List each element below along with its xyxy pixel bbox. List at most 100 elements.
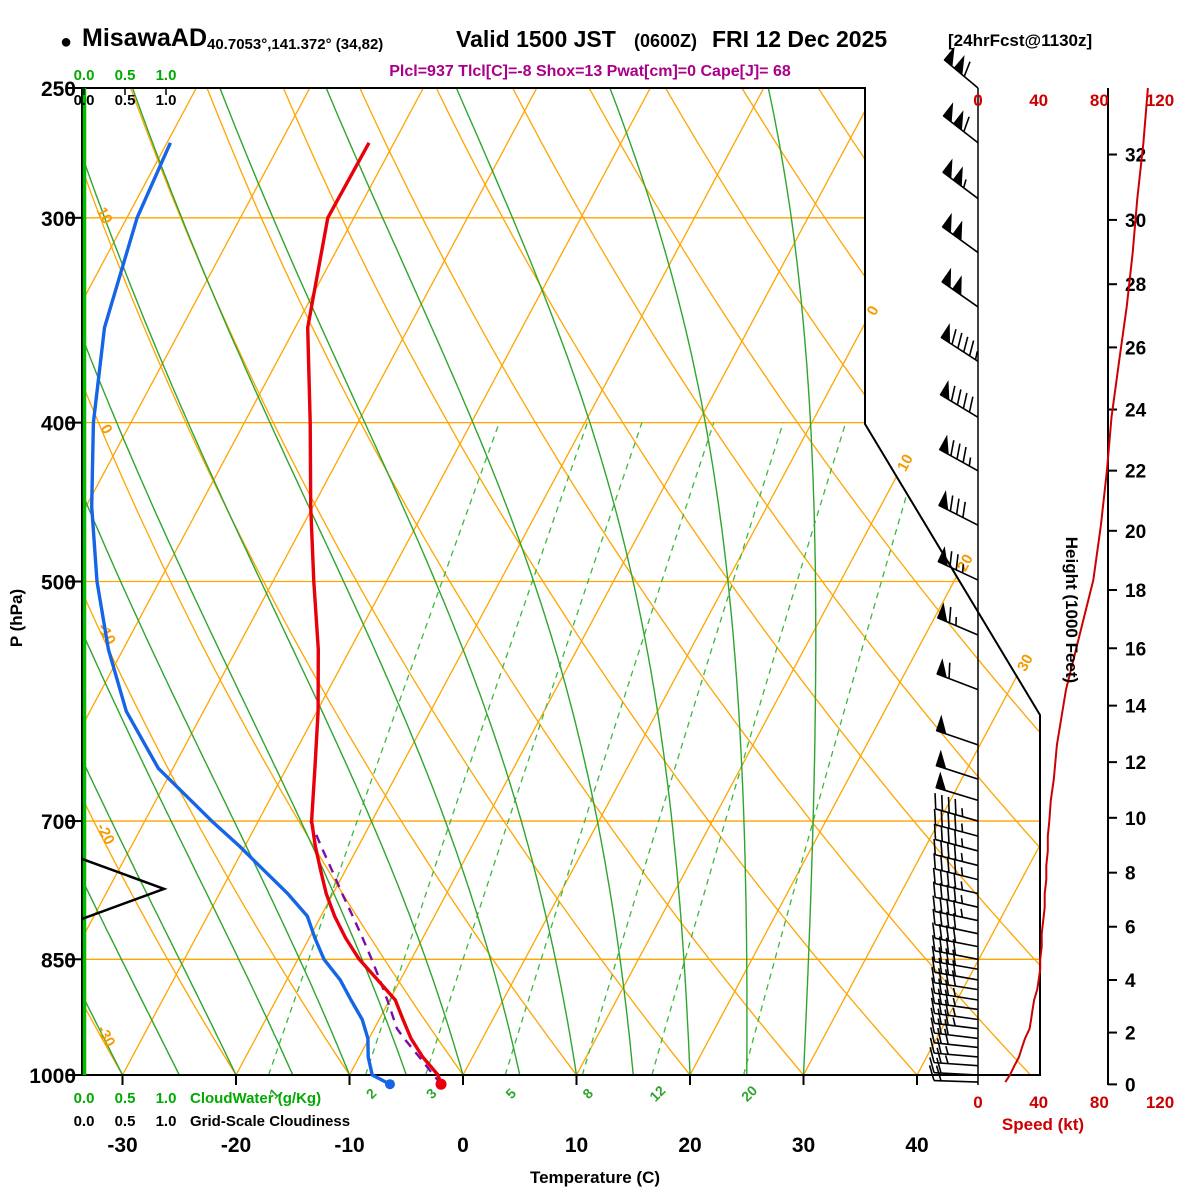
wind-barb bbox=[933, 808, 979, 837]
height-tick-label: 6 bbox=[1125, 918, 1136, 939]
isotherm-line bbox=[121, 88, 651, 1075]
wind-barb bbox=[930, 1027, 979, 1049]
dry-adiabat-label: -20 bbox=[93, 820, 118, 847]
pressure-tick-label: 700 bbox=[41, 811, 76, 834]
wind-barb bbox=[930, 1007, 979, 1030]
cloudiness-scale-label: 0.5 bbox=[115, 1113, 136, 1130]
mixing-ratio-line bbox=[425, 422, 643, 1075]
moist-adiabat-line bbox=[767, 88, 817, 1075]
cloudiness-scale-label: 1.0 bbox=[156, 92, 177, 109]
speed-tick-label-bottom: 80 bbox=[1090, 1093, 1109, 1112]
mixing-ratio-label: 5 bbox=[502, 1085, 519, 1102]
moist-adiabat-line bbox=[82, 88, 351, 1075]
mixing-ratio-line bbox=[267, 422, 500, 1075]
temperature-tick-label: 40 bbox=[905, 1134, 928, 1157]
temperature-tick-label: 20 bbox=[678, 1134, 701, 1157]
left-level-marker bbox=[81, 857, 168, 921]
moist-adiabat-line bbox=[131, 88, 521, 1075]
wind-barb bbox=[931, 945, 979, 971]
dry-adiabat-line bbox=[282, 88, 918, 1075]
wind-barb-column bbox=[928, 46, 979, 1083]
cloudwater-scale-label: 1.0 bbox=[156, 1090, 177, 1107]
isotherm-line bbox=[82, 88, 424, 1075]
height-tick-label: 16 bbox=[1125, 639, 1146, 660]
wind-barb bbox=[935, 714, 979, 746]
wind-barb bbox=[942, 158, 979, 200]
height-tick-label: 18 bbox=[1125, 581, 1146, 602]
mixing-ratio-line bbox=[581, 422, 784, 1075]
temperature-tick-label: 30 bbox=[792, 1134, 815, 1157]
isotherm-line bbox=[82, 88, 197, 1075]
height-tick-label: 8 bbox=[1125, 864, 1136, 885]
cloudwater-scale-label: 0.5 bbox=[115, 1090, 136, 1107]
mixing-ratio-line bbox=[364, 422, 589, 1075]
wind-barb bbox=[932, 895, 979, 922]
mixing-ratio-label: 20 bbox=[738, 1082, 760, 1104]
cloudwater-scale-label: 1.0 bbox=[156, 67, 177, 84]
speed-curve bbox=[1004, 87, 1149, 1083]
cloudiness-scale-label: 0.5 bbox=[115, 92, 136, 109]
wind-speed-profile bbox=[1004, 87, 1149, 1083]
height-tick-label: 4 bbox=[1125, 971, 1136, 992]
speed-axis-title: Speed (kt) bbox=[1002, 1115, 1084, 1134]
wind-barb bbox=[934, 793, 979, 822]
dewpoint-curve bbox=[89, 142, 391, 1086]
wind-barb bbox=[930, 1017, 979, 1040]
isotherm-line bbox=[802, 88, 1040, 1075]
wind-barb bbox=[940, 323, 979, 362]
wind-barb bbox=[941, 212, 979, 254]
cloudwater-axis-title: CloudWater (g/Kg) bbox=[190, 1090, 321, 1107]
isotherm-line bbox=[235, 88, 765, 1075]
surface-temperature-dot bbox=[435, 1078, 447, 1090]
speed-tick-label-top: 120 bbox=[1146, 91, 1174, 110]
wind-barb bbox=[931, 977, 979, 1001]
cloudwater-scale-label: 0.5 bbox=[115, 67, 136, 84]
dry-adiabat-line bbox=[82, 88, 578, 1075]
cloudiness-scale-label: 0.0 bbox=[74, 1113, 95, 1130]
cloudwater-scale-label: 0.0 bbox=[74, 1090, 95, 1107]
height-tick-label: 10 bbox=[1125, 809, 1146, 830]
height-tick-label: 2 bbox=[1125, 1024, 1136, 1045]
wind-barb bbox=[937, 546, 979, 581]
height-tick-label: 14 bbox=[1125, 697, 1147, 718]
wind-barb bbox=[936, 658, 979, 691]
pressure-tick-label: 850 bbox=[41, 949, 76, 972]
valid-zulu-time: (0600Z) bbox=[634, 31, 698, 51]
sounding-profiles bbox=[89, 141, 447, 1090]
mixing-ratio-line bbox=[651, 422, 847, 1075]
dry-adiabat-label: 10 bbox=[93, 204, 116, 227]
wind-barb bbox=[936, 602, 979, 636]
temperature-tick-label: -20 bbox=[221, 1134, 251, 1157]
dry-adiabat-label: -30 bbox=[93, 1023, 118, 1050]
mixing-ratio-line bbox=[742, 422, 929, 1075]
wind-barb bbox=[938, 490, 979, 526]
mixing-ratio-line bbox=[504, 422, 715, 1075]
surface-dewpoint-dot bbox=[384, 1079, 395, 1090]
level-chevron-marker bbox=[81, 857, 168, 921]
cloudwater-scale-label: 0.0 bbox=[74, 67, 95, 84]
pressure-tick-label: 1000 bbox=[29, 1065, 76, 1088]
temperature-tick-label: -30 bbox=[107, 1134, 137, 1157]
isotherm-label: 0 bbox=[864, 303, 883, 318]
wind-barb bbox=[930, 987, 979, 1011]
isotherm-label: 20 bbox=[954, 552, 977, 575]
dry-adiabat-line bbox=[206, 88, 804, 1075]
wind-barb bbox=[933, 853, 979, 881]
speed-tick-label-bottom: 0 bbox=[973, 1093, 982, 1112]
wind-barb bbox=[943, 46, 979, 89]
station-coords: 40.7053°,141.372° (34,82) bbox=[207, 36, 384, 53]
dry-adiabat-line bbox=[588, 88, 1040, 1075]
wind-barb bbox=[931, 967, 979, 991]
pressure-axis-title: P (hPa) bbox=[7, 589, 26, 647]
dry-adiabat-line bbox=[0, 88, 9, 1075]
wind-barb bbox=[930, 997, 979, 1021]
pressure-tick-label: 250 bbox=[41, 78, 76, 101]
wind-barb bbox=[939, 380, 979, 418]
height-tick-label: 0 bbox=[1125, 1075, 1136, 1096]
isotherm-line bbox=[348, 88, 878, 1075]
temperature-curve bbox=[306, 141, 443, 1085]
moist-adiabat-line bbox=[219, 88, 578, 1075]
height-tick-label: 26 bbox=[1125, 338, 1146, 359]
